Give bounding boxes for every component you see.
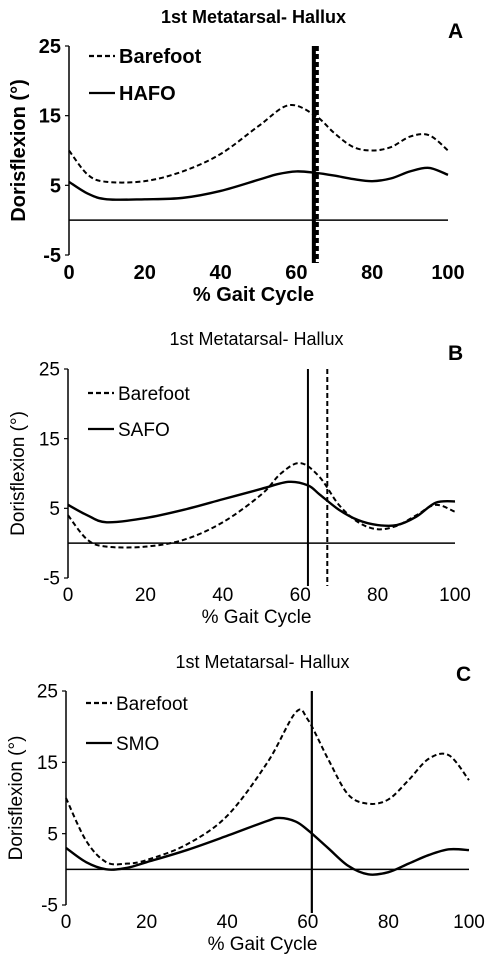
x-tick-label: 40 xyxy=(217,912,238,933)
x-axis-label: % Gait Cycle xyxy=(202,607,312,628)
y-tick-label: 25 xyxy=(37,682,58,703)
x-tick-label: 0 xyxy=(63,262,74,284)
x-tick-label: 100 xyxy=(439,585,471,606)
series-line-barefoot xyxy=(67,462,456,549)
legend-label-barefoot: Barefoot xyxy=(119,46,202,68)
x-tick-label: 100 xyxy=(431,262,464,284)
y-tick-label: 15 xyxy=(37,753,58,774)
x-tick-label: 80 xyxy=(361,262,383,284)
series-line-barefoot xyxy=(65,708,470,866)
panel-label: B xyxy=(448,342,463,365)
x-tick-label: 20 xyxy=(135,585,156,606)
x-tick-label: 0 xyxy=(63,585,74,606)
x-tick-label: 60 xyxy=(290,585,311,606)
y-axis-label: Dorisflexion (°) xyxy=(8,411,29,536)
y-tick-label: 25 xyxy=(39,36,61,58)
x-tick-label: 20 xyxy=(136,912,157,933)
x-tick-label: 80 xyxy=(378,912,399,933)
chart-title: 1st Metatarsal- Hallux xyxy=(169,329,343,349)
legend-label-hafo: HAFO xyxy=(119,83,176,105)
y-tick-label: 15 xyxy=(39,106,61,128)
chart-title: 1st Metatarsal- Hallux xyxy=(161,7,346,27)
x-tick-label: 40 xyxy=(209,262,231,284)
chart-panel-b: 1st Metatarsal- Hallux B -5 5 15 25 0 20 40 60 80 1… xyxy=(8,329,471,628)
panel-label: C xyxy=(456,663,471,686)
x-tick-label: 60 xyxy=(297,912,318,933)
y-tick-label: 5 xyxy=(50,175,61,197)
legend-label-smo: SMO xyxy=(116,734,159,755)
x-tick-label: 0 xyxy=(61,912,72,933)
x-tick-label: 100 xyxy=(453,912,485,933)
series-line-smo xyxy=(65,816,470,876)
legend-label-safo: SAFO xyxy=(118,420,170,441)
y-tick-label: -5 xyxy=(41,896,58,917)
x-tick-label: 40 xyxy=(212,585,233,606)
y-tick-label: -5 xyxy=(43,569,60,590)
x-tick-label: 60 xyxy=(285,262,307,284)
panel-label: A xyxy=(448,20,463,43)
x-axis-label: % Gait Cycle xyxy=(193,284,314,306)
y-tick-label: -5 xyxy=(43,245,61,267)
y-tick-label: 5 xyxy=(47,824,58,845)
y-tick-label: 15 xyxy=(39,429,60,450)
legend-label-barefoot: Barefoot xyxy=(116,694,189,715)
y-tick-label: 25 xyxy=(39,360,60,381)
y-axis-label: Dorisflexion (°) xyxy=(8,79,30,221)
y-tick-label: 5 xyxy=(49,499,60,520)
chart-panel-c: 1st Metatarsal- Hallux C -5 5 15 25 0 20 40 60 80 1… xyxy=(6,652,485,955)
y-axis-label: Dorisflexion (°) xyxy=(6,736,27,861)
chart-title: 1st Metatarsal- Hallux xyxy=(175,652,349,672)
legend-label-barefoot: Barefoot xyxy=(118,384,191,405)
x-axis-label: % Gait Cycle xyxy=(208,934,318,955)
series-line-hafo xyxy=(68,166,449,201)
x-tick-label: 20 xyxy=(134,262,156,284)
series-line-safo xyxy=(67,480,456,528)
x-tick-label: 80 xyxy=(367,585,388,606)
chart-panel-a: 1st Metatarsal- Hallux A -5 5 15 25 0 20 40 60 80 1… xyxy=(8,7,465,306)
series-line-barefoot xyxy=(68,103,449,184)
